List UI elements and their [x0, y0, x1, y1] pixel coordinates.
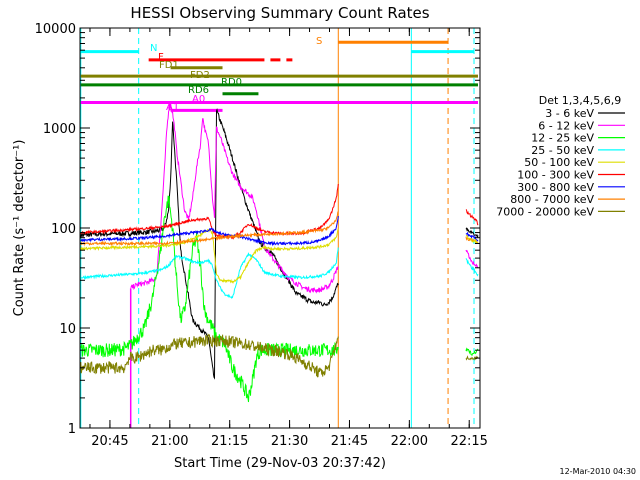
- x-tick-label: 21:00: [151, 434, 188, 449]
- flag-label-fd1: FD1: [159, 60, 179, 71]
- flag-label-n: N: [150, 43, 157, 54]
- right-segment-6: [465, 249, 479, 268]
- date-stamp: 12-Mar-2010 04:30: [560, 467, 637, 476]
- flag-label-a1: A1: [166, 102, 179, 113]
- right-segment-8: [465, 355, 479, 361]
- flag-label-s: S: [316, 36, 322, 47]
- flag-label-rd6: RD6: [188, 85, 209, 96]
- x-tick-label: 20:45: [91, 434, 128, 449]
- right-segment-1: [465, 227, 479, 238]
- x-tick-label: 22:15: [450, 434, 487, 449]
- x-tick-label: 21:45: [331, 434, 368, 449]
- y-tick-label: 10: [59, 322, 76, 337]
- series-line-0: [80, 108, 339, 380]
- series-line-6: [80, 216, 339, 247]
- legend-label: 50 - 100 keV: [524, 156, 594, 169]
- vertical-markers: [80, 28, 475, 428]
- legend-label: 800 - 7000 keV: [510, 193, 594, 206]
- legend-title: Det 1,3,4,5,6,9: [539, 94, 622, 107]
- chart-title: HESSI Observing Summary Count Rates: [130, 4, 429, 22]
- x-tick-label: 21:30: [271, 434, 308, 449]
- right-segment-5: [465, 258, 479, 277]
- legend-label: 7000 - 20000 keV: [496, 205, 594, 218]
- series-line-8: [80, 333, 339, 378]
- right-segment-0: [465, 209, 479, 226]
- x-tick-label: 21:15: [211, 434, 248, 449]
- y-tick-label: 1000: [43, 122, 76, 137]
- series-line-1: [130, 103, 339, 294]
- y-axis-label: Count Rate (s⁻¹ detector⁻¹): [12, 140, 27, 317]
- flag-label-rd0: RD0: [221, 77, 242, 88]
- x-axis-label: Start Time (29-Nov-03 20:37:42): [174, 456, 386, 471]
- y-tick-label: 1: [68, 422, 76, 437]
- x-axis-ticks: 20:45 21:00 21:15 21:30 21:45 22:00 22:15: [89, 28, 488, 449]
- flag-label-a0: A0: [192, 94, 205, 105]
- legend-label: 3 - 6 keV: [545, 107, 594, 120]
- legend-label: 6 - 12 keV: [538, 119, 594, 132]
- right-segment-3: [465, 236, 479, 245]
- x-tick-label: 22:00: [391, 434, 428, 449]
- series-line-3: [80, 247, 339, 300]
- legend-label: 300 - 800 keV: [517, 181, 594, 194]
- right-segment-4: [465, 234, 479, 244]
- series-line-7: [80, 211, 339, 247]
- legend-label: 12 - 25 keV: [531, 132, 594, 145]
- series-line-4: [80, 228, 339, 285]
- series-line-2: [80, 195, 339, 403]
- y-tick-label: 100: [51, 222, 76, 237]
- flag-label-fd2: FD2: [190, 70, 210, 81]
- y-tick-label: 10000: [35, 22, 76, 37]
- right-segment-7: [465, 347, 479, 356]
- legend-label: 100 - 300 keV: [517, 169, 594, 182]
- series-lines: [80, 103, 479, 403]
- right-segment-2: [465, 231, 479, 242]
- y-axis-ticks: 1 10 100 1000 10000: [35, 22, 480, 437]
- flag-label-f: F: [158, 52, 164, 63]
- legend-label: 25 - 50 keV: [531, 144, 594, 157]
